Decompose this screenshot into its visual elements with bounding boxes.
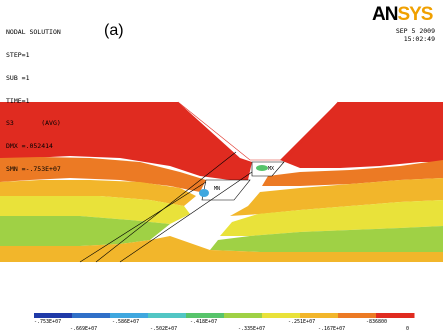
ansys-logo: ANSYS	[372, 4, 433, 25]
stress-spot-min	[199, 189, 209, 197]
legend-tick-top-2: -.586E+07	[112, 319, 140, 325]
legend-swatch	[148, 313, 187, 318]
timestamp: SEP 5 2009 15:02:49	[396, 27, 435, 43]
info-block: NODAL SOLUTION STEP=1 SUB =1 TIME=1 S3 (…	[6, 14, 61, 189]
contour-band-lime-bottom	[0, 216, 170, 246]
info-line-title: NODAL SOLUTION	[6, 28, 61, 37]
legend-tick-bottom-5: 0	[406, 326, 410, 332]
legend-tick-top-1: -.753E+07	[34, 319, 62, 325]
contour-band-amber-right	[230, 178, 443, 216]
legend-swatch	[34, 313, 73, 318]
info-line-time: TIME=1	[6, 96, 30, 105]
contour-band-orange-left	[0, 157, 206, 192]
contour-band-yellow-right	[220, 200, 443, 236]
legend-tick-top-3: -.418E+07	[190, 319, 218, 325]
info-line-step: STEP=1	[6, 50, 30, 59]
logo-part-an: AN	[372, 4, 398, 25]
legend-tick-top-5: -836800	[366, 319, 388, 325]
legend-swatch	[110, 313, 149, 318]
legend-swatch	[300, 313, 339, 318]
legend-swatch	[376, 313, 415, 318]
max-marker: MX	[268, 166, 274, 172]
legend-swatch	[224, 313, 263, 318]
info-line-dmx: DMX =.052414	[6, 142, 53, 151]
timestamp-time: 15:02:49	[403, 35, 435, 43]
contour-band-red-top-right	[280, 102, 443, 168]
specimen-outline	[177, 101, 339, 161]
contour-band-bottom	[0, 236, 443, 262]
contour-band-red-top-left	[0, 102, 252, 180]
legend-tick-bottom-3: -.335E+07	[238, 326, 266, 332]
legend-swatch	[262, 313, 301, 318]
contour-band-yellow-left	[0, 196, 190, 224]
mesh-line-2	[119, 171, 253, 263]
contour-band-orange-right	[262, 160, 443, 186]
mesh-line-3	[79, 181, 207, 263]
legend-tick-bottom-1: -.669E+07	[70, 326, 98, 332]
timestamp-date: SEP 5 2009	[395, 27, 435, 35]
min-marker: MN	[214, 186, 220, 192]
info-line-sub: SUB =1	[6, 73, 30, 82]
contour-band-amber-left	[0, 180, 196, 206]
info-line-smn: SMN =-.753E+07	[6, 164, 61, 173]
legend-swatch	[186, 313, 225, 318]
legend-swatch	[338, 313, 377, 318]
legend-swatch	[72, 313, 111, 318]
logo-part-sys: SYS	[397, 4, 433, 25]
info-line-s3: S3 (AVG)	[6, 119, 61, 128]
legend-tick-bottom-4: -.167E+07	[318, 326, 346, 332]
mesh-line-1	[95, 151, 237, 263]
panel-label: (a)	[104, 22, 124, 39]
legend-tick-labels: -.753E+07 -.586E+07 -.418E+07 -.251E+07 …	[0, 319, 443, 336]
legend-tick-top-4: -.251E+07	[288, 319, 316, 325]
contour-band-lime-right	[210, 226, 443, 252]
legend-tick-bottom-2: -.502E+07	[150, 326, 178, 332]
legend-colorbar	[34, 313, 415, 318]
stress-spot-max	[256, 165, 268, 171]
